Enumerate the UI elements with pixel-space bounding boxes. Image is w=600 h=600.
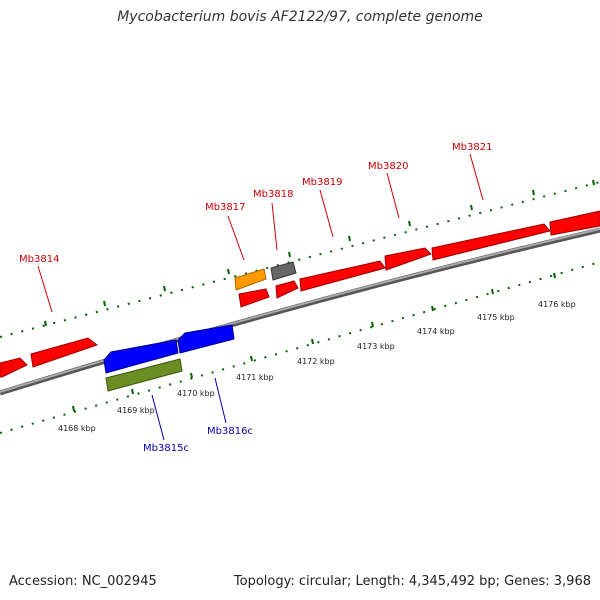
gene-label-mb3814: Mb3814 <box>19 254 59 265</box>
gene-arrow-mb3815c <box>103 339 179 374</box>
gene-label-mb3816c: Mb3816c <box>207 426 253 437</box>
gene-labels: Mb3814 Mb3815c Mb3816c Mb3817 Mb3818 Mb3… <box>19 142 492 454</box>
orange-feature <box>234 268 267 291</box>
gene-arrow-mb3820 <box>384 247 432 271</box>
genome-backbone <box>0 227 600 396</box>
kbp-label: 4170 kbp <box>177 389 215 398</box>
green-feature <box>105 358 183 392</box>
gene-arrow-mb3813 <box>0 357 28 378</box>
kbp-label: 4169 kbp <box>117 406 155 415</box>
kbp-label: 4175 kbp <box>477 313 515 322</box>
kbp-label: 4173 kbp <box>357 342 395 351</box>
accession-text: Accession: NC_002945 <box>9 574 157 589</box>
gene-label-mb3815c: Mb3815c <box>143 443 189 454</box>
gene-arrow-mb3814 <box>30 337 99 368</box>
gene-label-mb3821: Mb3821 <box>452 142 492 153</box>
reverse-genes <box>103 324 235 374</box>
outer-dotted-line <box>0 181 600 338</box>
gene-arrow-mb3821 <box>431 223 551 261</box>
kbp-label: 4172 kbp <box>297 357 335 366</box>
gene-arrow-mb3817 <box>238 288 270 308</box>
outer-major-ticks <box>44 179 595 327</box>
map-title: Mycobacterium bovis AF2122/97, complete … <box>117 9 483 25</box>
forward-genes <box>0 210 600 378</box>
kbp-label: 4171 kbp <box>236 373 274 382</box>
kbp-label: 4174 kbp <box>417 327 455 336</box>
gene-arrow-mb3819 <box>299 260 386 292</box>
gene-arrow-mb3818 <box>275 280 299 299</box>
gene-label-mb3818: Mb3818 <box>253 189 293 200</box>
inner-major-ticks <box>72 272 556 412</box>
gene-arrow-mb3816c <box>177 324 235 354</box>
genome-summary-text: Topology: circular; Length: 4,345,492 bp… <box>233 574 591 589</box>
kbp-labels: 4168 kbp 4169 kbp 4170 kbp 4171 kbp 4172… <box>58 300 576 433</box>
gray-feature <box>270 261 297 281</box>
gene-label-mb3819: Mb3819 <box>302 177 342 188</box>
gene-label-mb3817: Mb3817 <box>205 202 245 213</box>
kbp-label: 4176 kbp <box>538 300 576 309</box>
label-leader-lines <box>37 153 484 441</box>
gene-arrow-mb3822 <box>549 210 600 236</box>
gene-label-mb3820: Mb3820 <box>368 161 408 172</box>
kbp-label: 4168 kbp <box>58 424 96 433</box>
